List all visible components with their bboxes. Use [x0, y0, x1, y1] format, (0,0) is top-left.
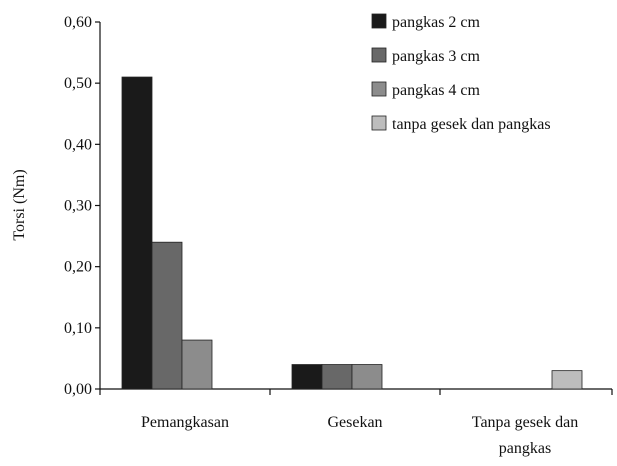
legend-label: tanpa gesek dan pangkas: [392, 116, 551, 133]
bar: [551, 370, 583, 390]
legend-swatch: [371, 13, 387, 29]
legend-label: pangkas 2 cm: [392, 14, 481, 31]
bars-group: [121, 76, 583, 390]
x-category-label: Pemangkasan: [141, 414, 229, 431]
legend-label: pangkas 4 cm: [392, 82, 481, 99]
legend: pangkas 2 cm pangkas 3 cm pangkas 4 cm tanp…: [371, 13, 551, 133]
y-tick-label: 0,30: [64, 198, 92, 215]
legend-label: pangkas 3 cm: [392, 48, 481, 65]
y-tick-label: 0,40: [64, 136, 92, 153]
bar: [121, 76, 153, 390]
x-category-label: pangkas: [499, 440, 551, 457]
y-tick-label: 0,60: [64, 14, 92, 31]
bar: [351, 364, 383, 390]
y-tick-label: 0,10: [64, 320, 92, 337]
y-tick-label: 0,20: [64, 259, 92, 276]
bar: [291, 364, 323, 390]
labels-group: 0,00 0,10 0,20 0,30 0,40 0,50 0,60 Torsi (Nm) Pe…: [11, 14, 578, 457]
x-category-label: Gesekan: [327, 414, 382, 431]
y-axis-title: Torsi (Nm): [11, 169, 28, 240]
bar: [321, 364, 353, 390]
bar: [181, 339, 213, 390]
legend-swatch: [371, 115, 387, 131]
legend-swatch: [371, 81, 387, 97]
y-tick-label: 0,50: [64, 75, 92, 92]
x-category-label: Tanpa gesek dan: [472, 414, 578, 431]
y-tick-label: 0,00: [64, 381, 92, 398]
legend-swatch: [371, 47, 387, 63]
bar: [151, 241, 183, 390]
